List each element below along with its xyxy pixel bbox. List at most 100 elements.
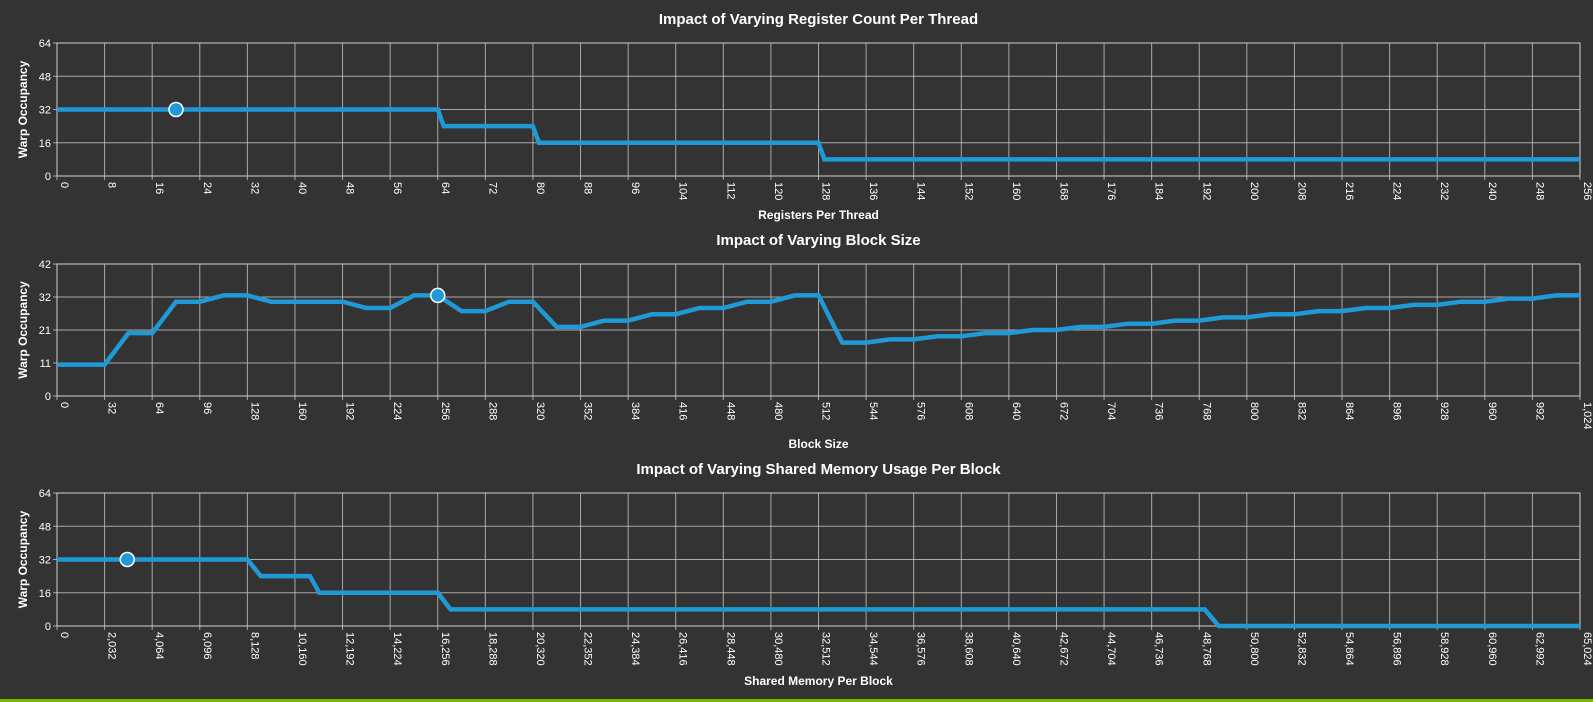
x-tick-label: 800: [1248, 402, 1260, 420]
x-tick-label: 416: [677, 402, 689, 420]
x-tick-label: 128: [248, 402, 260, 420]
bottom-accent-bar: [0, 699, 1593, 702]
x-tick-label: 40: [296, 182, 308, 194]
x-tick-label: 62,992: [1533, 632, 1545, 666]
y-axis-label: Warp Occupancy: [16, 60, 30, 158]
chart-1: Impact of Varying Register Count Per Thr…: [16, 11, 1593, 222]
x-tick-label: 896: [1391, 402, 1403, 420]
x-tick-label: 32: [106, 402, 118, 414]
x-tick-label: 14,224: [391, 632, 403, 666]
x-tick-label: 32,512: [820, 632, 832, 666]
y-tick-label: 11: [40, 358, 51, 370]
occupancy-line: [57, 107, 1580, 162]
x-tick-label: 58,928: [1438, 632, 1450, 666]
x-tick-label: 50,800: [1248, 632, 1260, 666]
plot-frame: [56, 263, 1581, 397]
y-axis-label: Warp Occupancy: [16, 510, 30, 608]
x-tick-label: 176: [1105, 182, 1117, 200]
x-tick-label: 992: [1533, 402, 1545, 420]
x-tick-label: 160: [1010, 182, 1022, 200]
x-tick-label: 480: [772, 402, 784, 420]
x-tick-label: 248: [1533, 182, 1545, 200]
x-tick-label: 928: [1438, 402, 1450, 420]
x-tick-label: 96: [201, 402, 213, 414]
x-axis-label: Shared Memory Per Block: [744, 674, 893, 688]
y-tick-label: 64: [39, 488, 51, 500]
x-tick-label: 2,032: [106, 632, 118, 660]
x-tick-label: 120: [772, 182, 784, 200]
x-tick-label: 104: [677, 182, 689, 200]
x-tick-label: 960: [1486, 402, 1498, 420]
x-axis-label: Block Size: [788, 437, 848, 451]
x-tick-label: 34,544: [867, 632, 879, 666]
x-tick-label: 46,736: [1153, 632, 1165, 666]
x-tick-label: 12,192: [344, 632, 356, 666]
x-tick-label: 96: [629, 182, 641, 194]
x-tick-label: 28,448: [724, 632, 736, 666]
x-tick-label: 48,768: [1200, 632, 1212, 666]
x-axis-label: Registers Per Thread: [758, 208, 879, 222]
x-tick-label: 136: [867, 182, 879, 200]
x-tick-label: 20,320: [534, 632, 546, 666]
x-tick-label: 864: [1343, 402, 1355, 420]
x-tick-label: 80: [534, 182, 546, 194]
x-tick-label: 288: [486, 402, 498, 420]
y-tick-label: 32: [39, 292, 51, 304]
x-tick-label: 152: [962, 182, 974, 200]
x-tick-label: 128: [820, 182, 832, 200]
x-tick-label: 200: [1248, 182, 1260, 200]
chart-3: Impact of Varying Shared Memory Usage Pe…: [16, 461, 1593, 688]
x-tick-label: 22,352: [582, 632, 594, 666]
x-tick-label: 144: [915, 182, 927, 200]
x-tick-label: 192: [344, 402, 356, 420]
x-tick-label: 64: [439, 182, 451, 194]
x-tick-label: 512: [820, 402, 832, 420]
x-tick-label: 384: [629, 402, 641, 420]
x-tick-label: 44,704: [1105, 632, 1117, 666]
x-tick-label: 224: [1391, 182, 1403, 200]
x-tick-label: 8: [106, 182, 118, 188]
x-tick-label: 4,064: [153, 632, 165, 660]
x-tick-label: 42,672: [1057, 632, 1069, 666]
x-tick-label: 40,640: [1010, 632, 1022, 666]
x-tick-label: 24: [201, 182, 213, 194]
x-tick-label: 352: [582, 402, 594, 420]
y-tick-label: 0: [45, 391, 51, 403]
chart-title: Impact of Varying Shared Memory Usage Pe…: [636, 461, 1001, 478]
x-tick-label: 112: [724, 182, 736, 200]
x-tick-label: 30,480: [772, 632, 784, 666]
x-tick-label: 32: [248, 182, 260, 194]
x-tick-label: 16: [153, 182, 165, 194]
x-tick-label: 48: [344, 182, 356, 194]
y-tick-label: 48: [39, 521, 51, 533]
x-tick-label: 216: [1343, 182, 1355, 200]
x-tick-label: 736: [1153, 402, 1165, 420]
x-tick-label: 448: [724, 402, 736, 420]
x-tick-label: 64: [153, 402, 165, 414]
chart-2: Impact of Varying Block Size 0 32 64 96 128 16…: [16, 232, 1593, 451]
x-tick-label: 36,576: [915, 632, 927, 666]
occupancy-line: [57, 293, 1580, 367]
y-tick-label: 42: [39, 259, 51, 271]
y-tick-label: 16: [39, 138, 51, 150]
x-tick-label: 6,096: [201, 632, 213, 660]
y-axis-label: Warp Occupancy: [16, 281, 30, 379]
x-tick-label: 54,864: [1343, 632, 1355, 666]
x-tick-label: 640: [1010, 402, 1022, 420]
y-tick-label: 21: [39, 325, 51, 337]
x-tick-label: 320: [534, 402, 546, 420]
x-tick-label: 544: [867, 402, 879, 420]
occupancy-line: [57, 557, 1580, 629]
current-config-marker: [430, 287, 446, 304]
x-tick-label: 832: [1295, 402, 1307, 420]
x-tick-label: 72: [486, 182, 498, 194]
y-tick-label: 48: [39, 71, 51, 83]
x-tick-label: 26,416: [677, 632, 689, 666]
x-tick-label: 60,960: [1486, 632, 1498, 666]
y-tick-label: 16: [39, 588, 51, 600]
x-tick-label: 160: [296, 402, 308, 420]
x-tick-label: 56,896: [1391, 632, 1403, 666]
x-tick-label: 208: [1295, 182, 1307, 200]
y-tick-label: 64: [39, 38, 51, 50]
x-tick-label: 224: [391, 402, 403, 420]
